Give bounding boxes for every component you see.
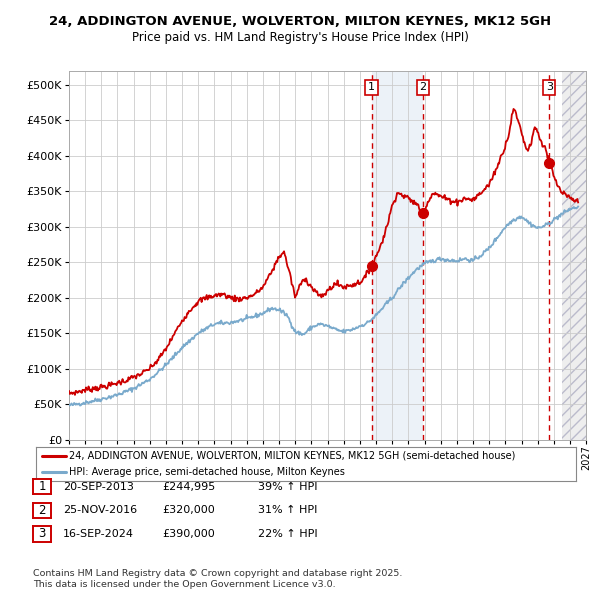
Text: 1: 1 xyxy=(38,480,46,493)
Text: 24, ADDINGTON AVENUE, WOLVERTON, MILTON KEYNES, MK12 5GH (semi-detached house): 24, ADDINGTON AVENUE, WOLVERTON, MILTON … xyxy=(70,451,516,461)
Text: 16-SEP-2024: 16-SEP-2024 xyxy=(63,529,134,539)
Text: 22% ↑ HPI: 22% ↑ HPI xyxy=(258,529,317,539)
Text: 24, ADDINGTON AVENUE, WOLVERTON, MILTON KEYNES, MK12 5GH: 24, ADDINGTON AVENUE, WOLVERTON, MILTON … xyxy=(49,15,551,28)
Bar xyxy=(371,71,423,440)
Text: 31% ↑ HPI: 31% ↑ HPI xyxy=(258,506,317,515)
Text: £320,000: £320,000 xyxy=(162,506,215,515)
Text: £244,995: £244,995 xyxy=(162,482,215,491)
Text: 3: 3 xyxy=(38,527,46,540)
Text: £390,000: £390,000 xyxy=(162,529,215,539)
Text: Price paid vs. HM Land Registry's House Price Index (HPI): Price paid vs. HM Land Registry's House … xyxy=(131,31,469,44)
Text: HPI: Average price, semi-detached house, Milton Keynes: HPI: Average price, semi-detached house,… xyxy=(70,467,346,477)
Text: 1: 1 xyxy=(368,83,375,93)
Bar xyxy=(562,71,586,440)
Text: This data is licensed under the Open Government Licence v3.0.: This data is licensed under the Open Gov… xyxy=(33,579,335,589)
Text: 3: 3 xyxy=(545,83,553,93)
Text: 25-NOV-2016: 25-NOV-2016 xyxy=(63,506,137,515)
Text: 20-SEP-2013: 20-SEP-2013 xyxy=(63,482,134,491)
Text: 2: 2 xyxy=(419,83,427,93)
Text: 2: 2 xyxy=(38,504,46,517)
Text: 39% ↑ HPI: 39% ↑ HPI xyxy=(258,482,317,491)
Text: Contains HM Land Registry data © Crown copyright and database right 2025.: Contains HM Land Registry data © Crown c… xyxy=(33,569,403,578)
